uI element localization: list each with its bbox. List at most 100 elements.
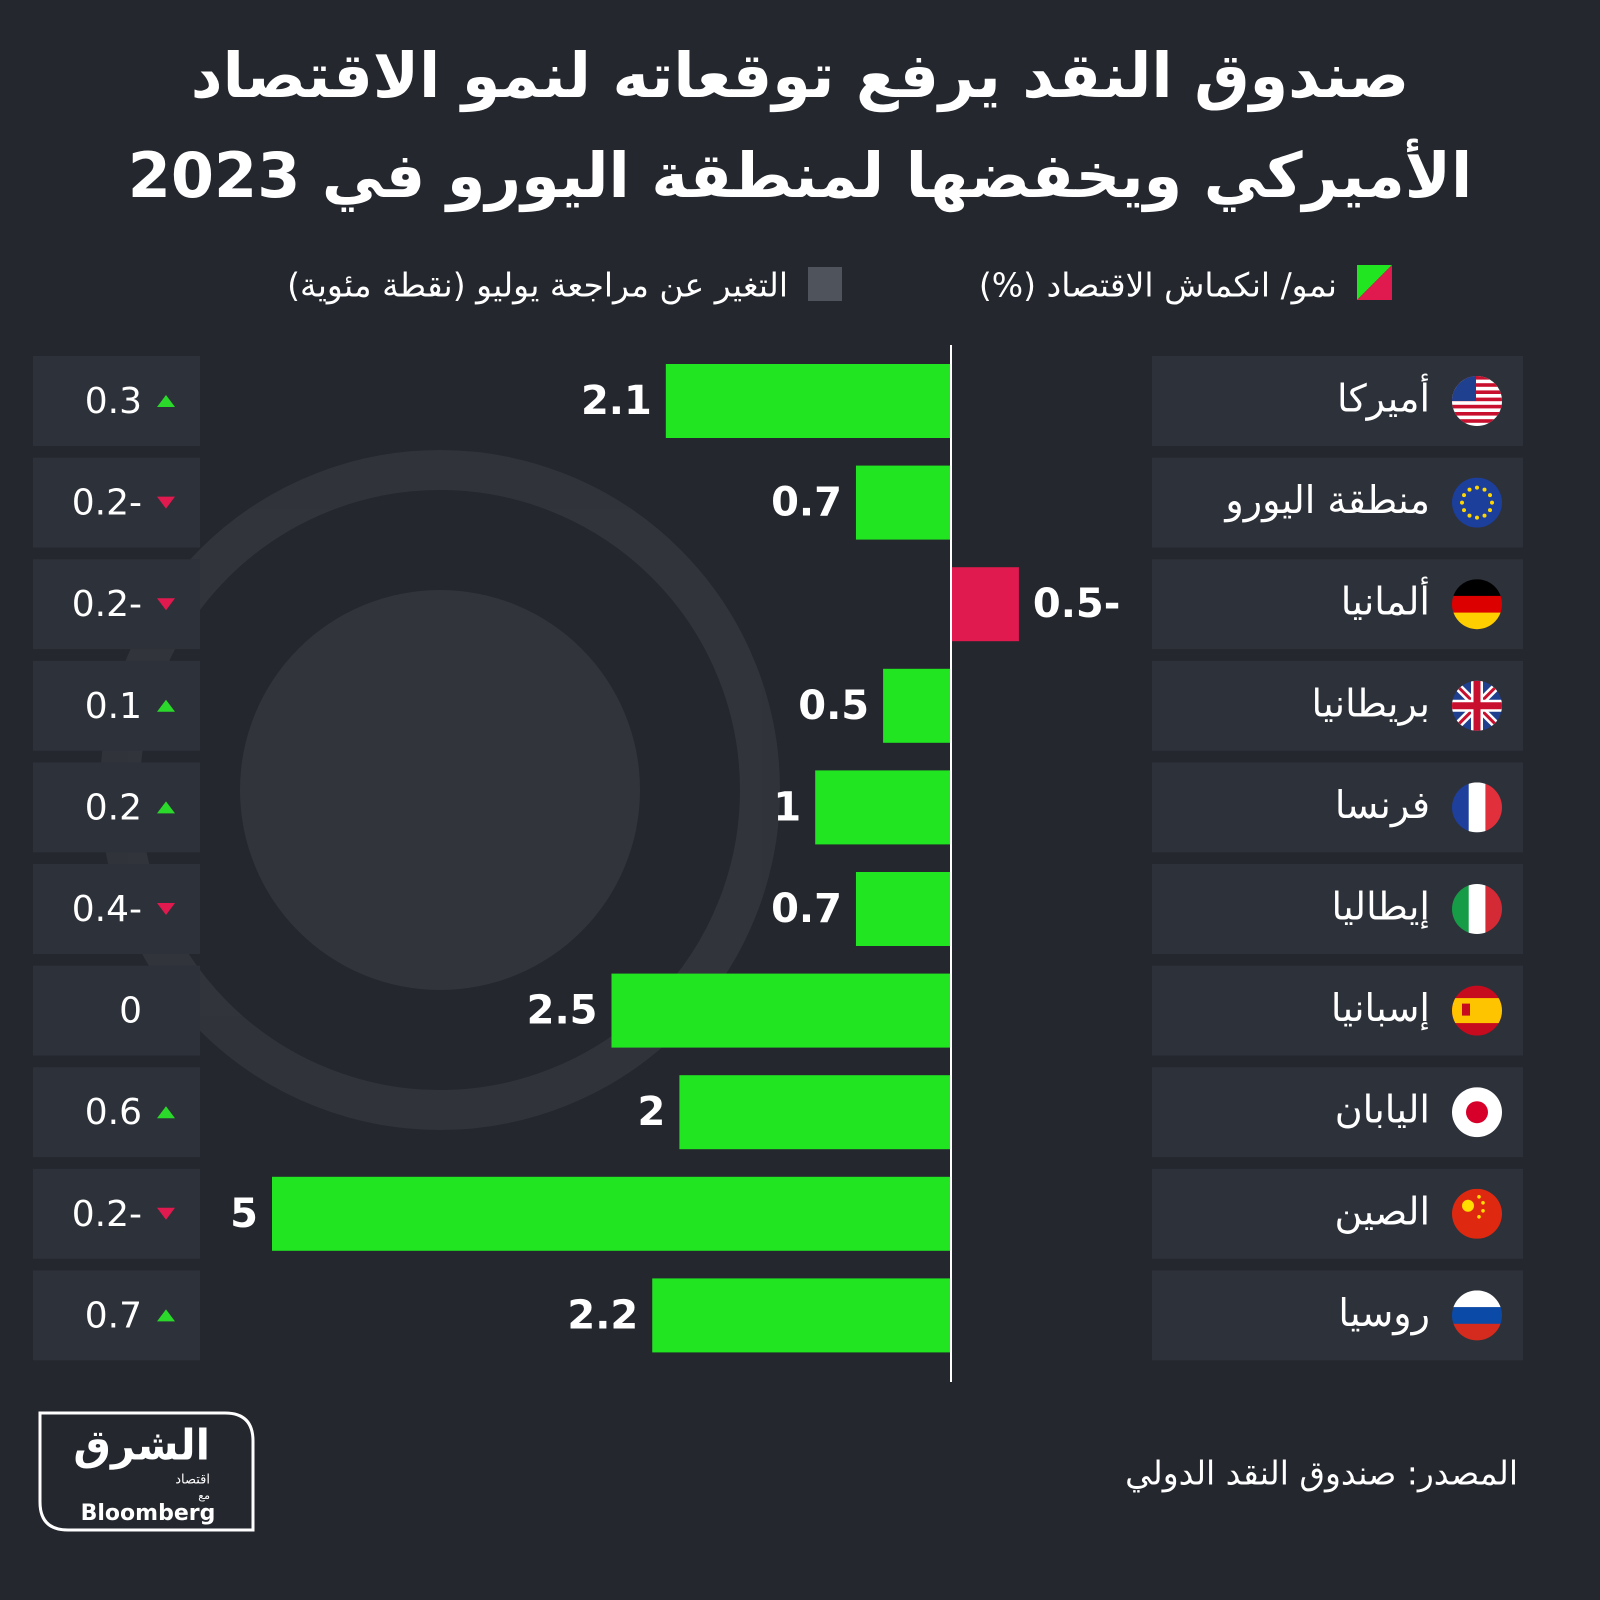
- change-arrow-up: [157, 1106, 175, 1119]
- flag: [1490, 500, 1494, 505]
- flag: [1467, 513, 1472, 518]
- logo-sub: اقتصاد: [175, 1473, 210, 1488]
- category-label: اليابان: [1335, 1088, 1430, 1132]
- data-label: 0.7: [771, 886, 842, 932]
- data-label: 1: [773, 784, 801, 830]
- flag: [1452, 1290, 1502, 1341]
- row-panel-left: [33, 1067, 200, 1158]
- flag: [1468, 884, 1486, 934]
- bar: [855, 872, 951, 946]
- flag: [1452, 383, 1502, 387]
- logo-partner: Bloomberg: [81, 1501, 216, 1526]
- flag: [1452, 404, 1502, 409]
- row-panel-left: [33, 864, 200, 954]
- flag: [1452, 680, 1502, 731]
- row-panel-left: [33, 457, 200, 548]
- flag: [1475, 485, 1479, 490]
- bar: [815, 770, 951, 845]
- flag: [1452, 884, 1469, 934]
- flag: [1482, 513, 1487, 518]
- flag: [1452, 998, 1502, 1024]
- flag: [1452, 612, 1502, 630]
- change-arrow-up: [157, 1309, 175, 1322]
- row-panel-left: [33, 762, 200, 853]
- change-arrow-down: [157, 1207, 175, 1220]
- flag: [1452, 782, 1469, 833]
- row-panel-left: [33, 965, 200, 1056]
- flag: [1462, 1003, 1470, 1016]
- data-label: 2.1: [581, 378, 652, 424]
- category-label: روسيا: [1338, 1291, 1430, 1336]
- flag: [1452, 390, 1502, 394]
- change-label: 0: [119, 991, 142, 1032]
- logo-with: مع: [198, 1489, 210, 1502]
- bar: [951, 567, 1019, 642]
- flag: [1462, 1199, 1474, 1212]
- source: المصدر: صندوق النقد الدولي: [1125, 1454, 1518, 1493]
- rows: أميركا 2.1 0.3 منطقة اليورو 0.7 0.2- ألمانيا 0.…: [33, 356, 1523, 1361]
- flag: [1452, 595, 1502, 613]
- flag: [1452, 1188, 1502, 1239]
- change-label: 0.1: [85, 686, 142, 727]
- bar: [855, 465, 951, 540]
- category-label: الصين: [1335, 1189, 1430, 1234]
- flag: [1452, 376, 1502, 380]
- flag: [1467, 487, 1472, 492]
- change-label: 0.7: [85, 1295, 142, 1336]
- bar: [679, 1075, 951, 1150]
- flag: [1452, 376, 1502, 426]
- change-arrow-down: [157, 903, 175, 915]
- logo: الشرق اقتصاد مع Bloomberg: [38, 1411, 255, 1532]
- flag: [1452, 1323, 1502, 1341]
- flag: [1452, 579, 1502, 630]
- change-arrow-up: [157, 801, 175, 814]
- legend-swatch: [808, 267, 842, 301]
- change-arrow-down: [157, 496, 175, 509]
- category-label: إيطاليا: [1331, 885, 1430, 930]
- legend: نمو/ انكماش الاقتصاد (%) التغير عن مراجع…: [287, 265, 1392, 305]
- row-panel-left: [33, 1168, 200, 1259]
- flag: [1452, 419, 1502, 423]
- row-panel-left: [33, 660, 200, 751]
- change-label: 0.6: [85, 1092, 142, 1133]
- flag: [1460, 500, 1464, 505]
- data-label: 2.5: [527, 988, 598, 1034]
- flag: [1481, 1209, 1485, 1213]
- row-panel-left: [33, 356, 200, 446]
- data-label: 2: [638, 1089, 666, 1135]
- bar: [611, 973, 951, 1048]
- data-label: 2.2: [567, 1292, 638, 1338]
- change-label: 0.2-: [72, 483, 142, 524]
- change-label: 0.2-: [72, 1194, 142, 1235]
- category-label: أميركا: [1337, 374, 1430, 422]
- flag: [1475, 515, 1479, 520]
- change-label: 0.4-: [72, 889, 142, 930]
- flag: [1452, 1290, 1502, 1308]
- flag: [1481, 1201, 1485, 1205]
- category-label: فرنسا: [1335, 783, 1430, 828]
- data-label: 0.7: [771, 480, 842, 526]
- flag: [1452, 1188, 1502, 1239]
- flag: [1452, 884, 1502, 934]
- flag: [1452, 1307, 1502, 1325]
- change-arrow-down: [157, 598, 175, 611]
- category-label: ألمانيا: [1341, 577, 1430, 624]
- flag: [1452, 397, 1502, 402]
- category-label: منطقة اليورو: [1223, 478, 1430, 523]
- change-label: 0.3: [85, 381, 142, 422]
- title: الأميركي ويخفضها لمنطقة اليورو في 2023: [128, 138, 1472, 212]
- legend-label: التغير عن مراجعة يوليو (نقطة مئوية): [287, 266, 788, 305]
- bar: [883, 668, 951, 743]
- bar: [652, 1278, 951, 1353]
- flag: [1487, 508, 1492, 513]
- flag: [1466, 1101, 1488, 1124]
- change-label: 0.2-: [72, 584, 142, 625]
- bar: [272, 1176, 951, 1251]
- data-label: 0.5: [798, 683, 869, 729]
- legend-swatch-negative: [1357, 265, 1392, 300]
- legend-label: نمو/ انكماش الاقتصاد (%): [979, 266, 1337, 305]
- flag: [1462, 493, 1467, 498]
- row-panel-left: [33, 1270, 200, 1361]
- logo-brand: الشرق: [73, 1421, 210, 1471]
